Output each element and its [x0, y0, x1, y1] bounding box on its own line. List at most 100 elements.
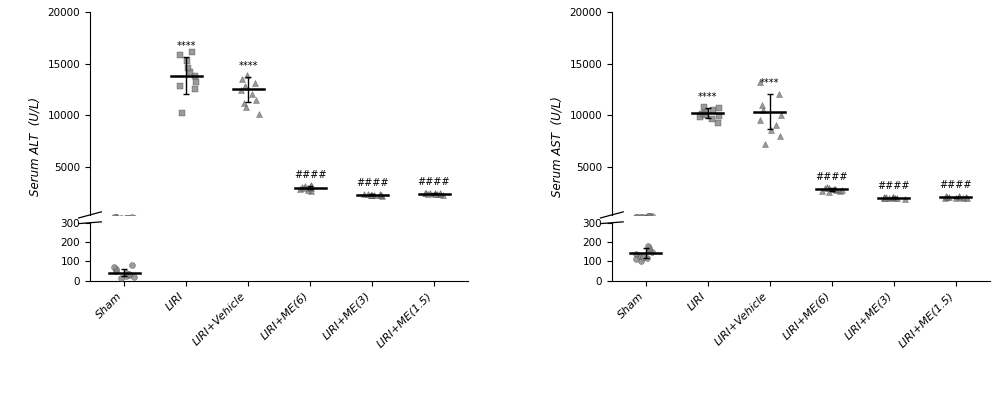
Point	[372, 190, 388, 197]
Point	[628, 213, 644, 220]
Point	[710, 120, 726, 126]
Point	[118, 273, 134, 279]
Point	[697, 112, 713, 118]
Point	[374, 192, 390, 199]
Point	[356, 191, 372, 197]
Point	[821, 189, 837, 195]
Point	[697, 109, 713, 115]
Point	[179, 58, 195, 65]
Text: ####: ####	[294, 170, 326, 180]
Point	[951, 193, 967, 200]
Point	[364, 192, 380, 198]
Text: ****: ****	[698, 92, 718, 102]
Point	[819, 184, 835, 190]
Point	[106, 264, 122, 270]
Point	[126, 215, 142, 221]
Point	[692, 114, 708, 120]
Point	[628, 256, 644, 263]
Point	[420, 190, 436, 197]
Point	[427, 191, 443, 197]
Point	[118, 215, 134, 221]
Point	[937, 194, 953, 201]
Point	[640, 213, 656, 219]
Point	[180, 65, 196, 71]
Point	[427, 190, 443, 196]
Point	[763, 127, 779, 134]
Text: ####: ####	[816, 172, 848, 182]
Point	[705, 107, 721, 113]
Point	[108, 268, 124, 274]
Point	[108, 266, 124, 272]
Point	[951, 194, 967, 200]
Point	[121, 215, 137, 221]
Point	[641, 245, 657, 251]
Point	[124, 262, 140, 268]
Point	[696, 103, 712, 110]
Point	[244, 91, 260, 97]
Point	[187, 86, 203, 93]
Text: ####: ####	[878, 181, 910, 191]
Point	[188, 79, 204, 85]
Point	[296, 185, 312, 191]
Point	[958, 194, 974, 200]
Point	[303, 182, 319, 188]
Point	[644, 249, 660, 255]
Point	[948, 194, 964, 201]
Point	[828, 186, 844, 193]
Point	[897, 195, 913, 202]
Point	[113, 215, 129, 221]
Point	[711, 113, 727, 119]
Point	[628, 251, 644, 257]
Point	[118, 270, 134, 276]
Point	[303, 184, 319, 191]
Point	[300, 186, 316, 193]
Point	[772, 132, 788, 139]
Text: Serum ALT  (U/L): Serum ALT (U/L)	[28, 97, 41, 196]
Point	[236, 99, 252, 106]
Point	[366, 192, 382, 198]
Point	[635, 253, 651, 260]
Point	[251, 111, 267, 117]
Point	[939, 194, 955, 200]
Text: ****: ****	[760, 78, 780, 88]
Point	[360, 191, 376, 198]
Point	[876, 194, 892, 200]
Point	[959, 194, 975, 201]
Point	[187, 73, 203, 79]
Point	[297, 183, 313, 189]
Point	[817, 185, 833, 191]
Point	[887, 195, 903, 201]
Point	[248, 96, 264, 103]
Point	[639, 254, 655, 261]
Point	[694, 111, 710, 117]
Point	[938, 193, 954, 199]
Point	[768, 122, 784, 129]
Point	[885, 194, 901, 200]
Point	[363, 192, 379, 198]
Point	[821, 184, 837, 191]
Text: ****: ****	[176, 41, 196, 51]
Point	[121, 215, 137, 221]
Point	[418, 190, 434, 197]
Point	[372, 192, 388, 198]
Point	[641, 247, 657, 253]
Point	[941, 194, 957, 200]
Point	[834, 187, 850, 193]
Point	[113, 275, 129, 281]
Point	[826, 185, 842, 192]
Point	[877, 194, 893, 201]
Point	[640, 243, 656, 249]
Point	[363, 191, 379, 198]
Text: Serum AST  (U/L): Serum AST (U/L)	[550, 96, 563, 197]
Point	[238, 103, 254, 110]
Point	[704, 116, 720, 122]
Point	[121, 272, 137, 278]
Point	[635, 213, 651, 220]
Point	[814, 188, 830, 194]
Point	[752, 117, 768, 124]
Point	[303, 182, 319, 189]
Point	[641, 213, 657, 220]
Point	[641, 213, 657, 219]
Point	[294, 184, 310, 190]
Point	[292, 185, 308, 192]
